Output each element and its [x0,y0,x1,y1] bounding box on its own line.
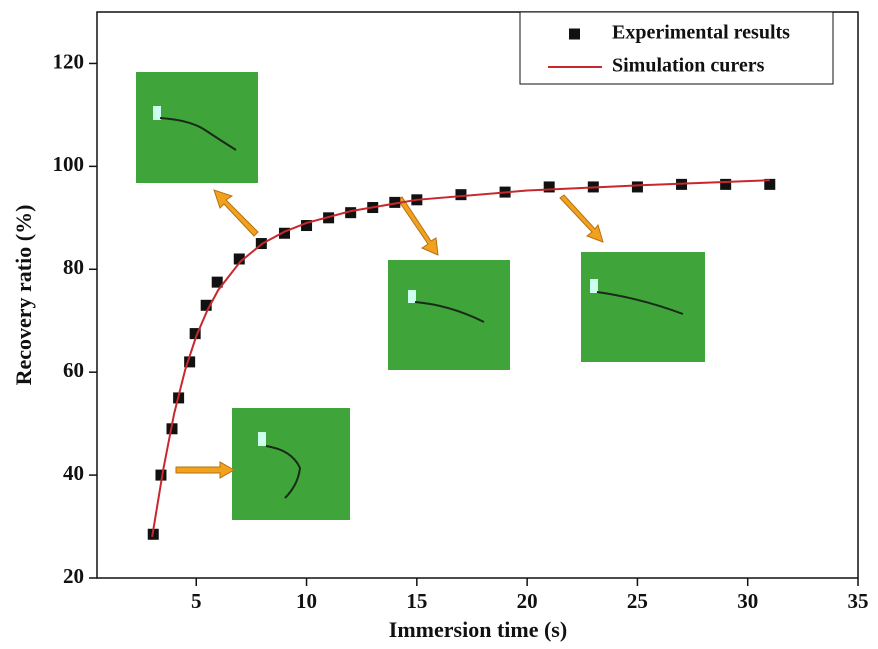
y-tick-label: 100 [53,152,85,176]
x-tick-label: 5 [191,589,202,613]
inset-clip [153,106,161,120]
x-tick-label: 25 [627,589,648,613]
chart: Immersion time (s) Recovery ratio (%) 5 1… [0,0,878,644]
y-tick-label: 60 [63,358,84,382]
x-tick-label: 30 [737,589,758,613]
x-axis-label: Immersion time (s) [389,617,567,642]
data-point [632,181,643,192]
inset-clip [590,279,598,293]
inset-photo [232,408,350,520]
legend-marker [569,29,580,40]
inset-photo [136,72,258,183]
y-tick-label: 120 [53,49,85,73]
inset-clip [408,290,416,303]
legend-label: Simulation curers [612,55,765,77]
insets [136,72,705,520]
x-tick-label: 35 [848,589,869,613]
arrow [214,190,258,236]
arrow [398,197,438,255]
inset-photo [388,260,510,370]
data-point [455,189,466,200]
y-tick-label: 80 [63,255,84,279]
data-point [544,181,555,192]
legend-label: Experimental results [612,22,790,44]
arrow [560,195,603,242]
y-axis-label: Recovery ratio (%) [11,205,36,386]
x-tick-label: 15 [406,589,427,613]
arrow [176,462,234,478]
data-point [720,179,731,190]
inset-clip [258,432,266,446]
y-tick-label: 40 [63,461,84,485]
y-tick-label: 20 [63,564,84,588]
x-tick-label: 10 [296,589,317,613]
inset-photo [581,252,705,362]
x-tick-label: 20 [517,589,538,613]
